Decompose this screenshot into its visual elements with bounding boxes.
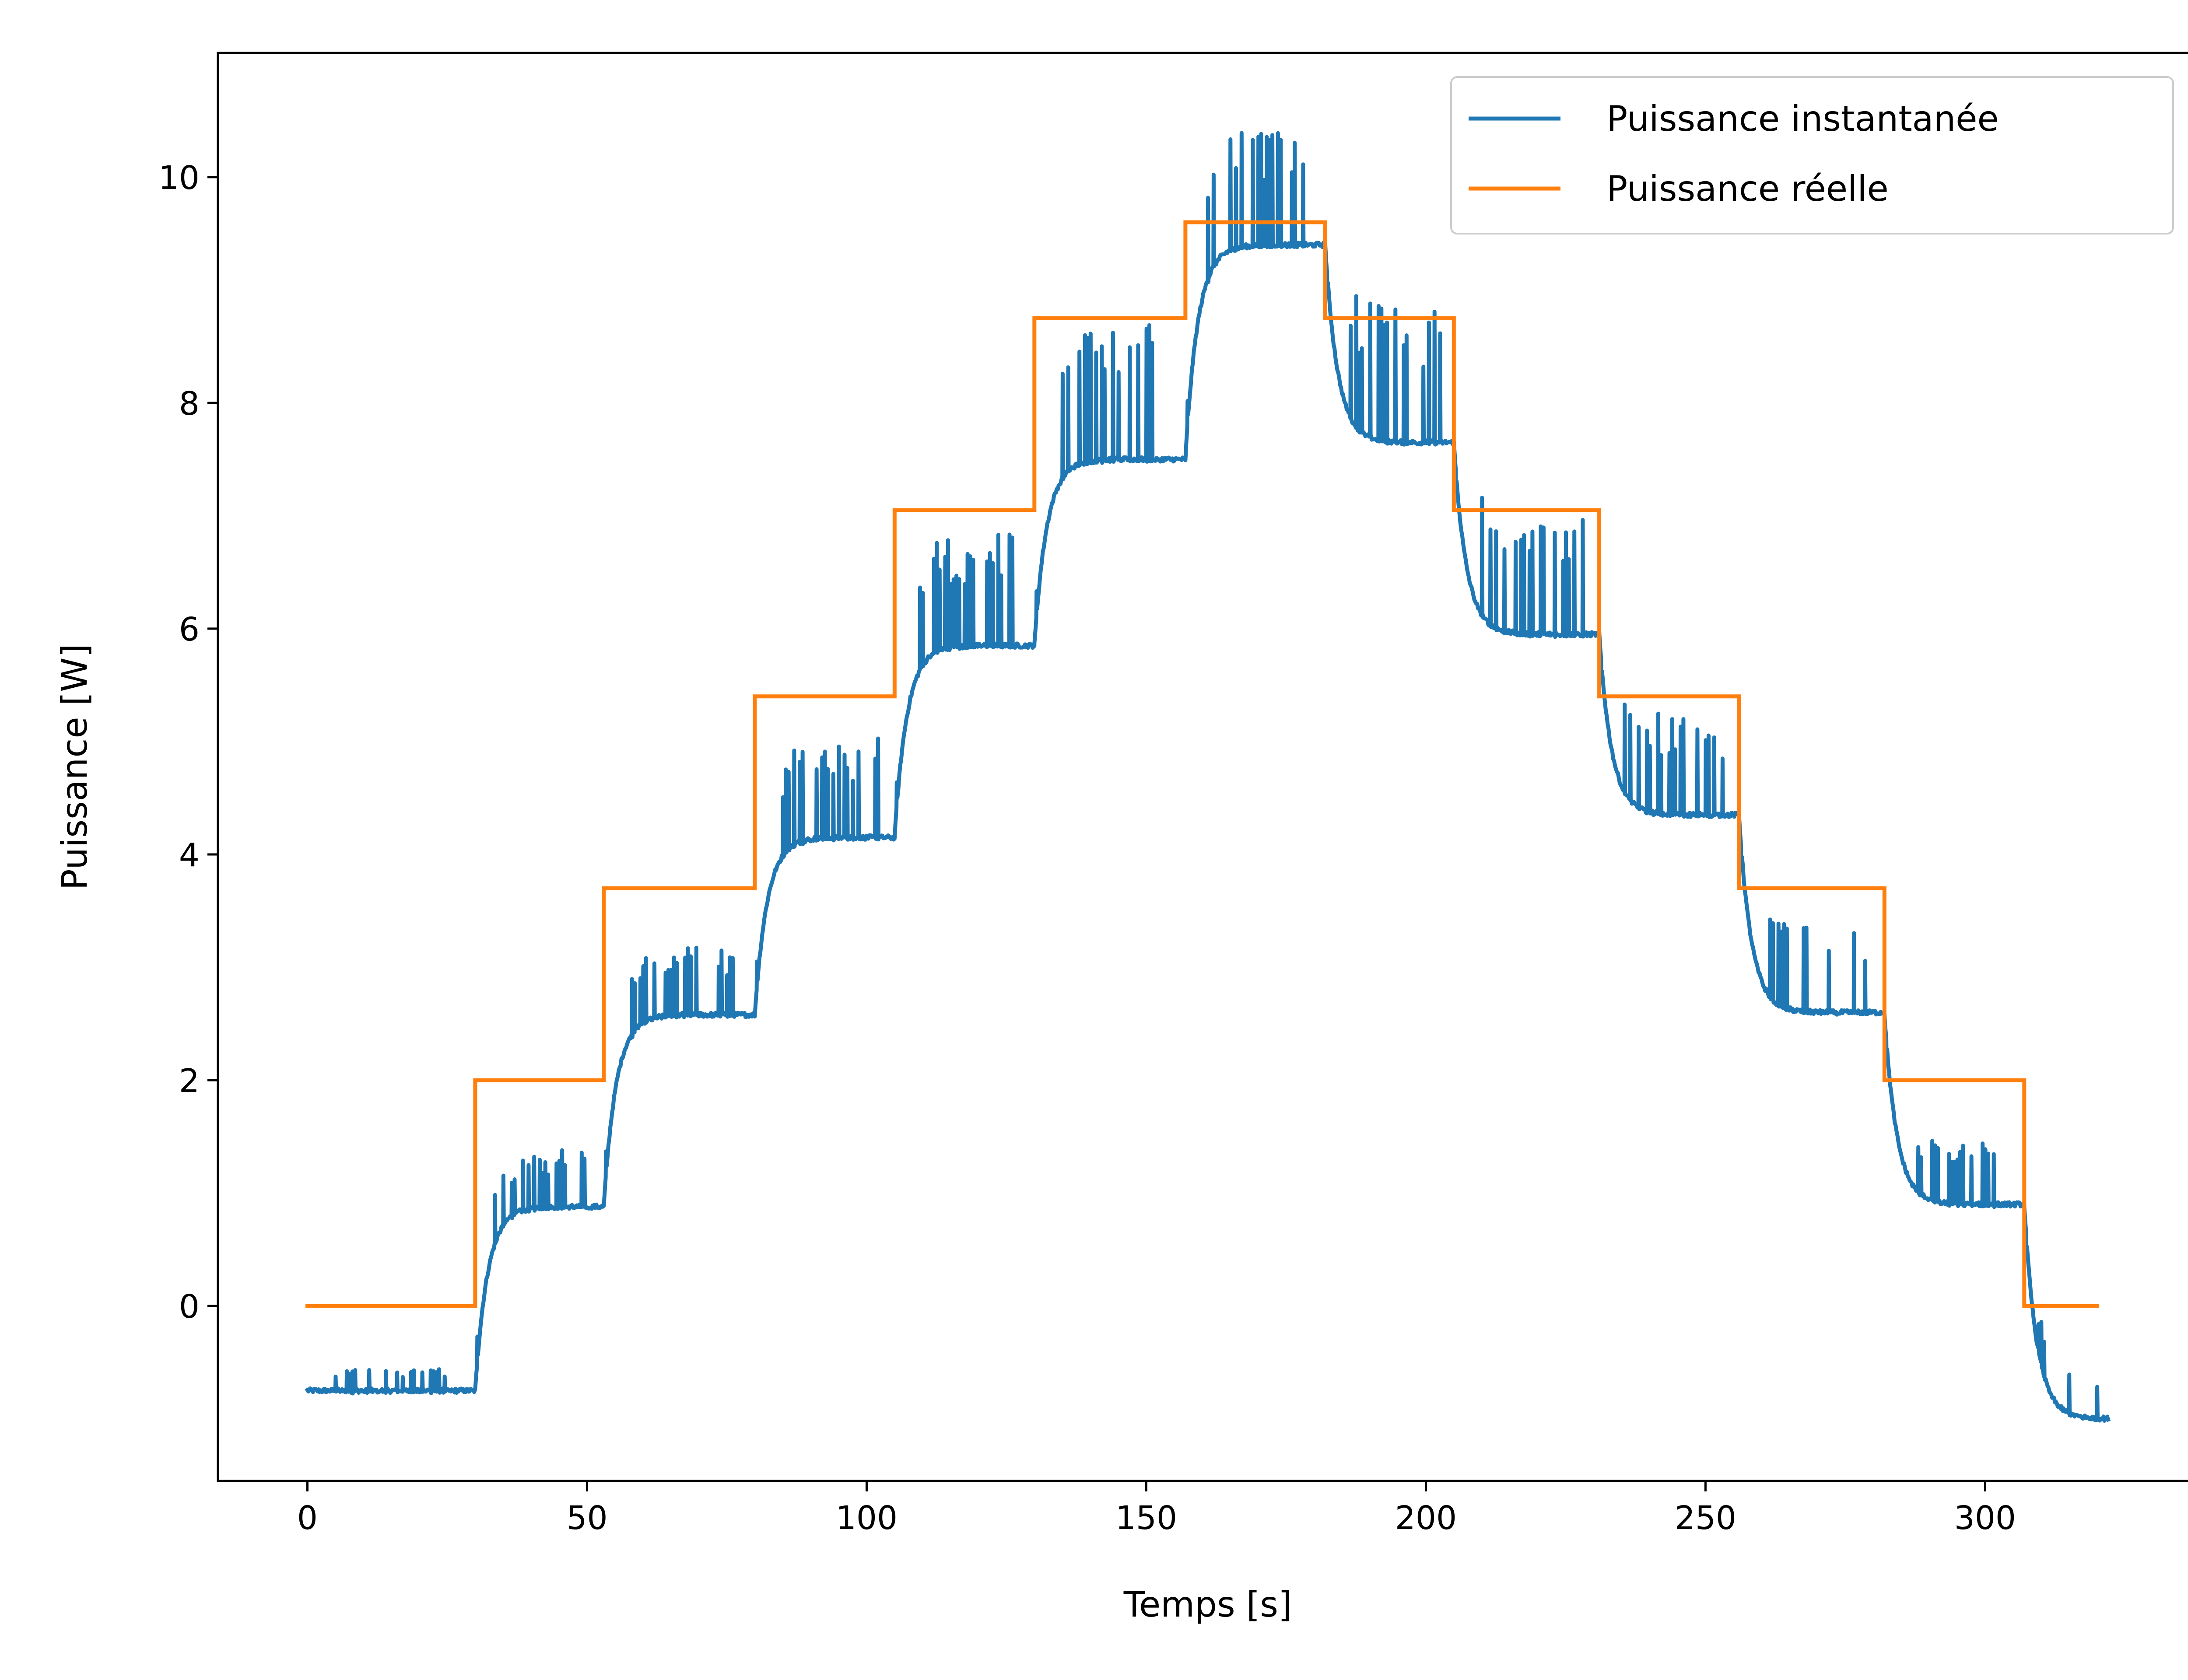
- x-tick-label: 50: [566, 1499, 607, 1537]
- plot-frame: [217, 52, 2188, 1482]
- y-tick-label: 8: [179, 385, 200, 423]
- x-tick-label: 200: [1395, 1499, 1457, 1537]
- series-line-puissance-reelle: [305, 220, 2099, 1308]
- x-tick-label: 100: [836, 1499, 898, 1537]
- legend: Puissance instantanée Puissance réelle: [1450, 76, 2174, 234]
- x-tick-label: 150: [1115, 1499, 1177, 1537]
- x-tick-label: 0: [297, 1499, 318, 1537]
- legend-label-puissance-instantanee: Puissance instantanée: [1606, 98, 1999, 139]
- series-line-puissance-instantanee: [305, 131, 2111, 1423]
- y-axis-label: Puissance [W]: [54, 644, 95, 890]
- y-tick-label: 10: [158, 159, 200, 197]
- x-axis-ticks: 0 50 100 150 200 250 300: [297, 1481, 2016, 1537]
- legend-label-puissance-reelle: Puissance réelle: [1606, 168, 1889, 209]
- x-tick-label: 300: [1954, 1499, 2016, 1537]
- y-tick-label: 0: [179, 1288, 200, 1326]
- y-tick-label: 6: [179, 611, 200, 648]
- x-axis-label: Temps [s]: [1123, 1584, 1292, 1625]
- x-tick-label: 250: [1675, 1499, 1736, 1537]
- y-tick-label: 4: [179, 836, 200, 874]
- legend-box: [1450, 76, 2174, 234]
- y-tick-label: 2: [179, 1062, 200, 1100]
- plot-area: [305, 131, 2111, 1423]
- y-axis-ticks: 0 2 4 6 8 10: [158, 159, 218, 1326]
